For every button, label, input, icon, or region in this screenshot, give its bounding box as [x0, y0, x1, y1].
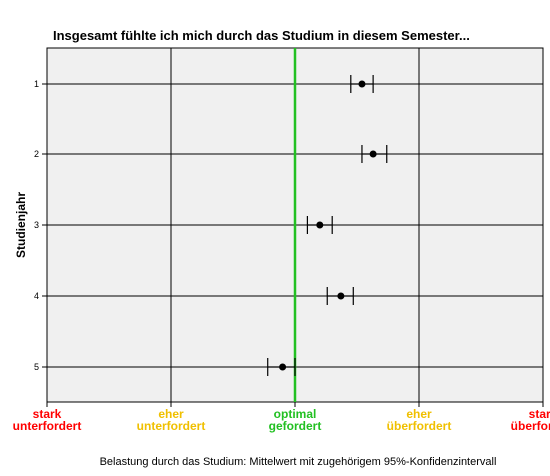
x-tick-label-3-line-1: optimal [274, 407, 317, 421]
mean-point-5 [279, 363, 287, 371]
x-tick-label-2-line-2: unterfordert [137, 419, 206, 433]
y-tick-label-5: 5 [34, 362, 39, 372]
y-tick-label-4: 4 [34, 291, 39, 301]
mean-point-4 [337, 292, 345, 300]
x-tick-label-4-line-2: überfordert [387, 419, 452, 433]
x-tick-label-5-line-1: stark [529, 407, 550, 421]
x-tick-label-1-line-2: unterfordert [13, 419, 82, 433]
y-ticks: 1 2 3 4 5 [34, 79, 47, 372]
x-tick-label-3-line-2: gefordert [269, 419, 322, 433]
x-ticks: starkunterforderteherunterfordertoptimal… [13, 402, 550, 433]
mean-point-1 [358, 80, 366, 88]
mean-point-2 [369, 150, 377, 158]
x-tick-label-5-line-2: überfordert [511, 419, 550, 433]
y-tick-label-3: 3 [34, 220, 39, 230]
x-axis-label: Belastung durch das Studium: Mittelwert … [100, 456, 497, 468]
x-tick-label-2-line-1: eher [158, 407, 184, 421]
mean-point-3 [316, 221, 324, 229]
chart-title: Insgesamt fühlte ich mich durch das Stud… [53, 28, 470, 43]
x-tick-label-1-line-1: stark [33, 407, 62, 421]
y-tick-label-2: 2 [34, 149, 39, 159]
y-tick-label-1: 1 [34, 79, 39, 89]
y-axis-label: Studienjahr [14, 192, 28, 258]
data-points [267, 75, 388, 376]
x-tick-label-4-line-1: eher [406, 407, 432, 421]
